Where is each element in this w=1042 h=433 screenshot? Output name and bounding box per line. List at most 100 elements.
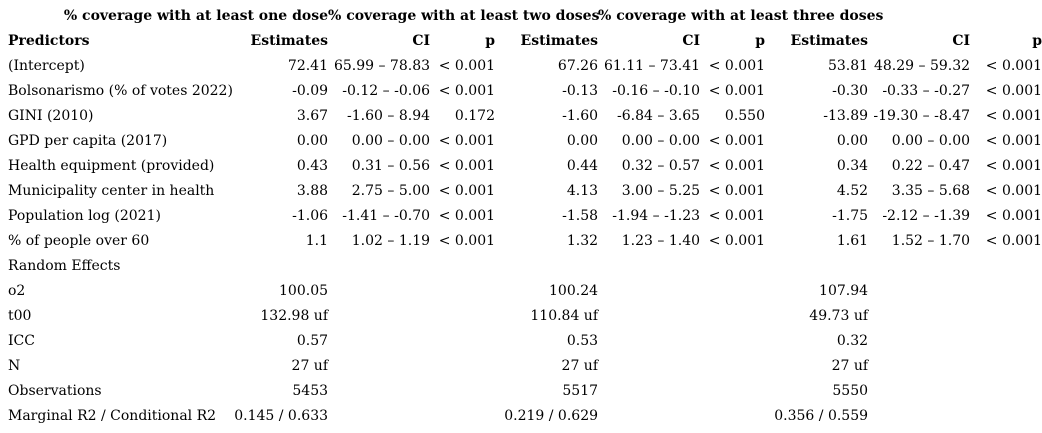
summary-spacer — [868, 279, 970, 304]
summary-spacer — [598, 254, 700, 279]
summary-spacer — [868, 254, 970, 279]
estimate-value-model-3: -0.30 — [832, 83, 869, 99]
summary-spacer — [868, 379, 970, 404]
p-value-model-2: < 0.001 — [708, 208, 766, 224]
p-value-model-2: < 0.001 — [708, 58, 766, 74]
p-value-model-2: < 0.001 — [708, 133, 766, 149]
summary-spacer — [598, 404, 700, 429]
column-header-ci-2: CI — [682, 33, 701, 49]
p-value-model-1: < 0.001 — [438, 183, 496, 199]
estimate-value-model-3: 53.81 — [827, 58, 869, 74]
ci-value-model-1: 1.02 – 1.19 — [351, 233, 431, 249]
summary-spacer — [430, 404, 495, 429]
summary-spacer — [970, 279, 1042, 304]
column-header-p-2: p — [755, 33, 766, 49]
estimate-value-model-2: 1.32 — [566, 233, 599, 249]
predictor-label: Health equipment (provided) — [8, 158, 215, 174]
ci-value-model-2: 3.00 – 5.25 — [621, 183, 701, 199]
estimate-value-model-1: 72.41 — [287, 58, 329, 74]
ci-value-model-3: 0.00 – 0.00 — [891, 133, 971, 149]
summary-spacer — [700, 404, 765, 429]
column-header-row: Predictors Estimates CI p Estimates CI p… — [8, 29, 1042, 54]
predictor-row: GPD per capita (2017) 0.00 0.00 – 0.00 < 0.… — [8, 129, 1042, 154]
summary-value-model-3: 5550 — [832, 383, 869, 399]
summary-value-model-2 — [495, 254, 598, 279]
summary-row: t00 132.98 uf 110.84 uf 49.73 uf — [8, 304, 1042, 329]
summary-spacer — [598, 354, 700, 379]
predictor-label: % of people over 60 — [8, 233, 150, 249]
column-header-predictors: Predictors — [8, 33, 90, 49]
estimate-value-model-2: 67.26 — [557, 58, 599, 74]
summary-spacer — [328, 304, 430, 329]
summary-value-model-3: 27 uf — [831, 358, 869, 374]
ci-value-model-1: -1.60 – 8.94 — [347, 108, 431, 124]
summary-row: Observations 5453 5517 5550 — [8, 379, 1042, 404]
ci-value-model-3: 3.35 – 5.68 — [891, 183, 971, 199]
column-header-p-3: p — [1032, 33, 1042, 49]
estimate-value-model-1: 0.43 — [296, 158, 329, 174]
estimate-value-model-1: 3.67 — [296, 108, 329, 124]
ci-value-model-2: 1.23 – 1.40 — [621, 233, 701, 249]
p-value-model-3: < 0.001 — [985, 233, 1042, 249]
column-header-estimates-2: Estimates — [520, 33, 599, 49]
summary-value-model-1: 27 uf — [291, 358, 329, 374]
ci-value-model-3: -19.30 – -8.47 — [873, 108, 971, 124]
summary-spacer — [430, 379, 495, 404]
predictor-label: Population log (2021) — [8, 208, 161, 224]
column-header-estimates-3: Estimates — [790, 33, 869, 49]
estimate-value-model-2: -0.13 — [562, 83, 599, 99]
column-header-p-1: p — [485, 33, 496, 49]
summary-spacer — [868, 354, 970, 379]
predictor-row: Municipality center in health 3.88 2.75 – … — [8, 179, 1042, 204]
predictor-label: GINI (2010) — [8, 108, 94, 124]
summary-value-model-3: 49.73 uf — [809, 308, 869, 324]
summary-spacer — [328, 404, 430, 429]
summary-value-model-3 — [765, 254, 868, 279]
ci-value-model-2: 61.11 – 73.41 — [603, 58, 701, 74]
summary-spacer — [970, 379, 1042, 404]
summary-value-model-2: 27 uf — [561, 358, 599, 374]
summary-value-model-2: 0.219 / 0.629 — [504, 408, 599, 424]
summary-spacer — [328, 354, 430, 379]
estimate-value-model-3: -1.75 — [832, 208, 869, 224]
p-value-model-3: < 0.001 — [985, 183, 1042, 199]
estimate-value-model-3: 0.34 — [836, 158, 869, 174]
summary-spacer — [700, 279, 765, 304]
ci-value-model-3: 1.52 – 1.70 — [891, 233, 971, 249]
model-2-header: % coverage with at least two doses — [328, 8, 600, 24]
ci-value-model-2: 0.32 – 0.57 — [621, 158, 701, 174]
ci-value-model-1: 2.75 – 5.00 — [351, 183, 431, 199]
estimate-value-model-3: 1.61 — [836, 233, 869, 249]
summary-label: t00 — [8, 308, 32, 324]
summary-spacer — [328, 279, 430, 304]
estimate-value-model-1: 3.88 — [296, 183, 329, 199]
regression-table: % coverage with at least one dose % cove… — [8, 4, 1042, 429]
estimate-value-model-2: 0.44 — [566, 158, 599, 174]
model-header-spacer — [868, 4, 1042, 29]
summary-value-model-1 — [230, 254, 328, 279]
summary-spacer — [970, 354, 1042, 379]
estimate-value-model-2: -1.58 — [562, 208, 599, 224]
p-value-model-1: 0.172 — [454, 108, 496, 124]
summary-spacer — [430, 254, 495, 279]
summary-label: ICC — [8, 333, 35, 349]
table-head: % coverage with at least one dose % cove… — [8, 4, 1042, 54]
model-header-row: % coverage with at least one dose % cove… — [8, 4, 1042, 29]
summary-spacer — [598, 379, 700, 404]
summary-spacer — [868, 329, 970, 354]
ci-value-model-2: -0.16 – -0.10 — [612, 83, 701, 99]
summary-value-model-3: 107.94 — [819, 283, 869, 299]
ci-value-model-2: -1.94 – -1.23 — [612, 208, 701, 224]
ci-value-model-1: 0.31 – 0.56 — [351, 158, 431, 174]
summary-spacer — [970, 254, 1042, 279]
ci-value-model-2: -6.84 – 3.65 — [617, 108, 701, 124]
p-value-model-2: < 0.001 — [708, 183, 766, 199]
ci-value-model-1: -1.41 – -0.70 — [342, 208, 431, 224]
estimate-value-model-2: -1.60 — [562, 108, 599, 124]
summary-value-model-1: 0.145 / 0.633 — [234, 408, 329, 424]
summary-row: N 27 uf 27 uf 27 uf — [8, 354, 1042, 379]
summary-value-model-3: 0.356 / 0.559 — [774, 408, 869, 424]
ci-value-model-1: 0.00 – 0.00 — [351, 133, 431, 149]
p-value-model-1: < 0.001 — [438, 208, 496, 224]
summary-spacer — [970, 404, 1042, 429]
